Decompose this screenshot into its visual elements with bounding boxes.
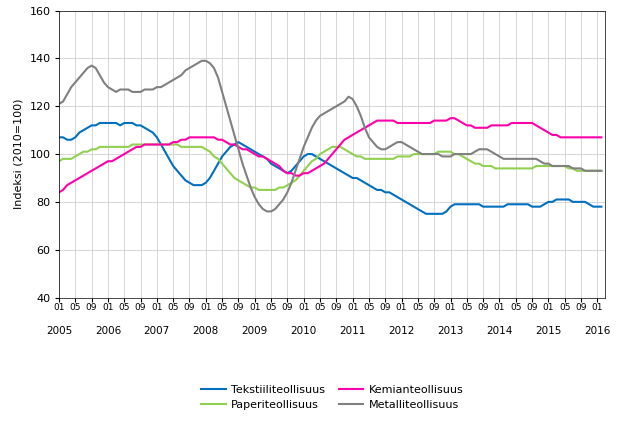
- Metalliteollisuus: [190, 63, 197, 68]
- Tekstiiliteollisuus: [194, 183, 201, 188]
- Kemianteollisuus: [55, 190, 63, 195]
- Y-axis label: Indeksi (2010=100): Indeksi (2010=100): [14, 99, 24, 210]
- Paperiteollisuus: [573, 168, 581, 173]
- Paperiteollisuus: [271, 187, 279, 193]
- Text: 2016: 2016: [584, 326, 610, 337]
- Tekstiiliteollisuus: [267, 161, 274, 166]
- Tekstiiliteollisuus: [55, 135, 63, 140]
- Metalliteollisuus: [55, 101, 63, 106]
- Paperiteollisuus: [569, 166, 576, 171]
- Text: 2013: 2013: [437, 326, 464, 337]
- Metalliteollisuus: [271, 207, 279, 212]
- Paperiteollisuus: [55, 159, 63, 164]
- Text: 2012: 2012: [388, 326, 415, 337]
- Tekstiiliteollisuus: [96, 120, 104, 125]
- Metalliteollisuus: [173, 75, 181, 80]
- Text: 2015: 2015: [535, 326, 561, 337]
- Legend: Tekstiiliteollisuus, Paperiteollisuus, Kemianteollisuus, Metalliteollisuus: Tekstiiliteollisuus, Paperiteollisuus, K…: [201, 385, 463, 411]
- Tekstiiliteollisuus: [573, 199, 581, 204]
- Metalliteollisuus: [597, 168, 605, 173]
- Kemianteollisuus: [173, 139, 181, 144]
- Paperiteollisuus: [129, 142, 136, 147]
- Kemianteollisuus: [84, 171, 91, 176]
- Kemianteollisuus: [569, 135, 576, 140]
- Text: 2009: 2009: [242, 326, 268, 337]
- Kemianteollisuus: [565, 135, 573, 140]
- Metalliteollisuus: [263, 209, 271, 214]
- Paperiteollisuus: [84, 149, 91, 154]
- Metalliteollisuus: [573, 166, 581, 171]
- Kemianteollisuus: [597, 135, 605, 140]
- Tekstiiliteollisuus: [597, 204, 605, 209]
- Line: Metalliteollisuus: Metalliteollisuus: [59, 61, 601, 212]
- Metalliteollisuus: [84, 65, 91, 71]
- Kemianteollisuus: [446, 116, 454, 121]
- Metalliteollisuus: [569, 166, 576, 171]
- Text: 2010: 2010: [291, 326, 317, 337]
- Kemianteollisuus: [190, 135, 197, 140]
- Paperiteollisuus: [597, 168, 605, 173]
- Line: Paperiteollisuus: Paperiteollisuus: [59, 144, 601, 190]
- Text: 2008: 2008: [193, 326, 219, 337]
- Text: 2007: 2007: [143, 326, 170, 337]
- Paperiteollisuus: [194, 144, 201, 150]
- Text: 2014: 2014: [486, 326, 512, 337]
- Line: Kemianteollisuus: Kemianteollisuus: [59, 118, 601, 193]
- Line: Tekstiiliteollisuus: Tekstiiliteollisuus: [59, 123, 601, 214]
- Tekstiiliteollisuus: [422, 211, 430, 216]
- Metalliteollisuus: [198, 58, 206, 63]
- Paperiteollisuus: [255, 187, 263, 193]
- Tekstiiliteollisuus: [178, 173, 185, 178]
- Tekstiiliteollisuus: [569, 199, 576, 204]
- Text: 2005: 2005: [46, 326, 72, 337]
- Text: 2006: 2006: [95, 326, 121, 337]
- Tekstiiliteollisuus: [84, 125, 91, 130]
- Kemianteollisuus: [263, 156, 271, 162]
- Text: 2011: 2011: [340, 326, 366, 337]
- Paperiteollisuus: [178, 144, 185, 150]
